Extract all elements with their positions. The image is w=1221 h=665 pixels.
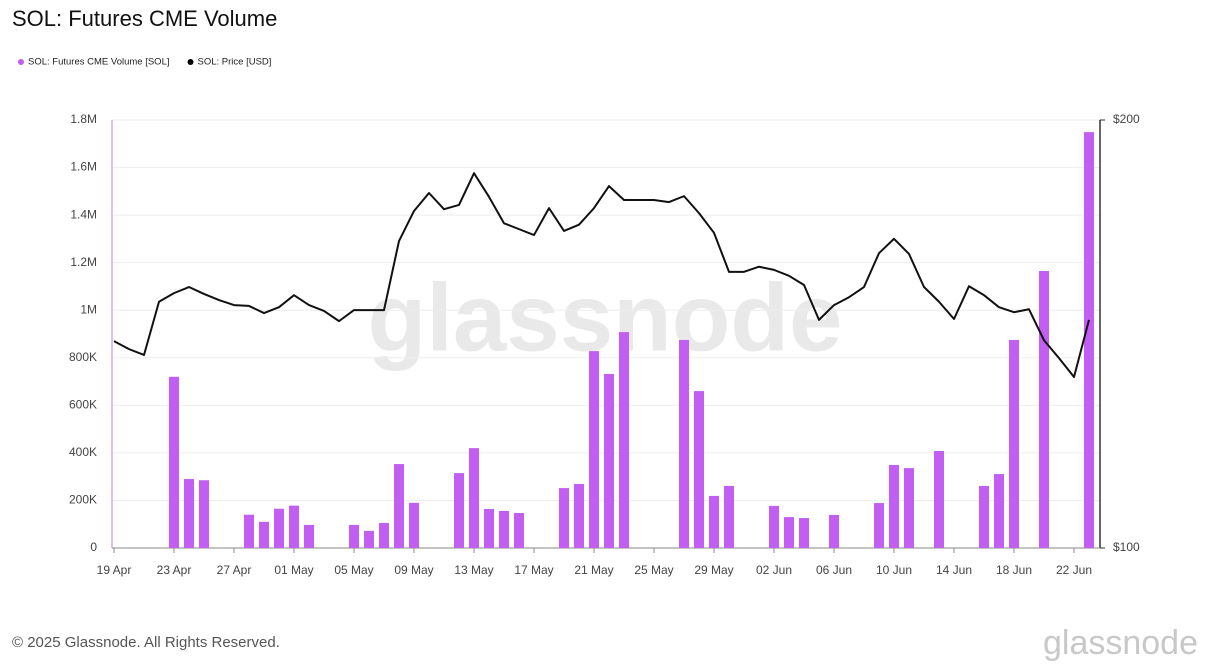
legend-label: SOL: Price [USD] — [198, 57, 272, 68]
bar — [679, 339, 689, 548]
legend-marker — [18, 59, 24, 65]
y-tick-label: 1.6M — [70, 160, 97, 174]
bar — [289, 505, 299, 548]
bar — [784, 517, 794, 548]
bar — [604, 373, 614, 548]
legend-marker — [187, 59, 194, 65]
bar — [364, 530, 374, 548]
y-tick-label: 1M — [80, 302, 97, 316]
bar — [199, 480, 209, 548]
x-tick-label: 13 May — [454, 563, 493, 577]
x-tick-label: 27 Apr — [217, 563, 252, 577]
bar — [574, 484, 584, 548]
bar — [1084, 132, 1094, 549]
x-tick-label: 21 May — [574, 563, 613, 577]
x-tick-label: 09 May — [394, 563, 433, 577]
x-tick-label: 01 May — [274, 563, 313, 577]
bar — [454, 473, 464, 548]
bar — [379, 523, 389, 548]
bar — [244, 514, 254, 548]
bar — [829, 514, 839, 548]
x-tick-label: 14 Jun — [936, 563, 972, 577]
bar — [769, 505, 779, 548]
bar — [799, 518, 809, 548]
x-tick-label: 05 May — [334, 563, 373, 577]
bar — [874, 503, 884, 548]
x-tick-label: 17 May — [514, 563, 553, 577]
bar — [169, 376, 179, 548]
bar — [394, 464, 404, 548]
legend-label: SOL: Futures CME Volume [SOL] — [28, 57, 170, 68]
x-tick-label: 19 Apr — [97, 563, 132, 577]
copyright: © 2025 Glassnode. All Rights Reserved. — [12, 634, 280, 651]
bar — [619, 332, 629, 548]
y-tick-label: 400K — [69, 445, 97, 459]
x-tick-label: 18 Jun — [996, 563, 1032, 577]
bar — [589, 351, 599, 548]
bar — [904, 468, 914, 548]
bar — [559, 488, 569, 548]
x-tick-label: 25 May — [634, 563, 673, 577]
x-tick-label: 23 Apr — [157, 563, 192, 577]
y2-tick-label: $100 — [1113, 540, 1140, 554]
x-tick-label: 22 Jun — [1056, 563, 1092, 577]
bar — [304, 524, 314, 548]
x-tick-label: 29 May — [694, 563, 733, 577]
x-tick-label: 02 Jun — [756, 563, 792, 577]
y-tick-label: 800K — [69, 350, 97, 364]
bar — [1009, 339, 1019, 548]
bar — [694, 391, 704, 548]
watermark: glassnode — [368, 264, 843, 371]
bar — [514, 513, 524, 548]
x-tick-label: 06 Jun — [816, 563, 852, 577]
bar — [469, 448, 479, 548]
bar — [409, 502, 419, 548]
y-tick-label: 200K — [69, 493, 97, 507]
bar — [994, 474, 1004, 548]
bar — [484, 509, 494, 548]
bar — [934, 450, 944, 548]
bar — [349, 524, 359, 548]
bar — [259, 521, 269, 548]
y-tick-label: 0 — [90, 540, 97, 554]
bar — [889, 465, 899, 548]
bar — [979, 485, 989, 548]
y2-tick-label: $200 — [1113, 112, 1140, 126]
x-tick-label: 10 Jun — [876, 563, 912, 577]
y-tick-label: 600K — [69, 398, 97, 412]
bar — [499, 510, 509, 548]
y-tick-label: 1.8M — [70, 112, 97, 126]
price-line — [113, 172, 1090, 379]
bar — [184, 479, 194, 548]
y-tick-label: 1.2M — [70, 255, 97, 269]
chart-title: SOL: Futures CME Volume — [12, 6, 277, 31]
bar — [274, 508, 284, 548]
bar — [709, 495, 719, 548]
footer-logo: glassnode — [1043, 624, 1198, 662]
y-tick-label: 1.4M — [70, 207, 97, 221]
bar — [1039, 270, 1049, 548]
bar — [724, 485, 734, 548]
